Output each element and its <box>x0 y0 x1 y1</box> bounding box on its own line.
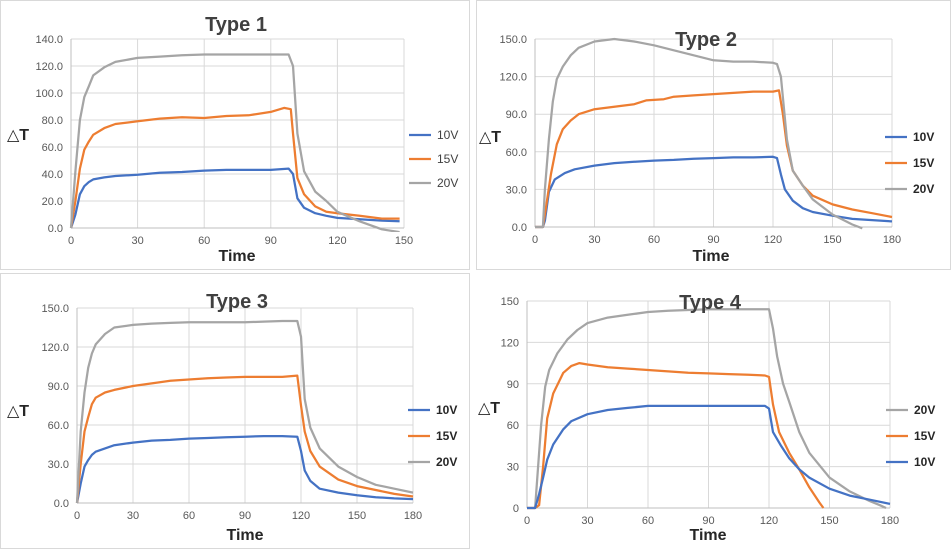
x-tick-label: 0 <box>532 234 538 246</box>
x-tick-label: 30 <box>581 515 593 527</box>
chart-svg: 0.0 30.0 60.0 90.0 120.0 150.0 0 30 60 90 120 150 18… <box>7 291 457 544</box>
y-tick-label: 20.0 <box>42 196 63 208</box>
x-tick-label: 0 <box>74 510 80 522</box>
series-line-20v <box>535 37 863 230</box>
x-tick-label: 90 <box>702 515 714 527</box>
y-tick-label: 140.0 <box>35 34 63 46</box>
x-tick-label: 180 <box>881 515 899 527</box>
series-line-15v <box>527 361 825 510</box>
legend-label-10v: 10V <box>914 455 935 469</box>
y-tick-label: 60.0 <box>506 147 527 159</box>
chart-panel-type-4: 0 30 60 90 120 150 0 30 60 90 120 150 180 Type 4 Time △… <box>476 273 951 549</box>
chart-svg: 0.0 20.0 40.0 60.0 80.0 100.0 120.0 140.0 0 30 60 9… <box>7 14 458 265</box>
chart-panel-type-1: 0.0 20.0 40.0 60.0 80.0 100.0 120.0 140.0 0 30 60 9… <box>0 0 470 270</box>
x-tick-label: 60 <box>648 234 660 246</box>
series-line-20v <box>527 308 887 510</box>
series-line-20v <box>69 53 400 232</box>
y-tick-label: 120.0 <box>41 342 69 354</box>
x-tick-label: 30 <box>127 510 139 522</box>
legend-label-20v: 20V <box>914 403 935 417</box>
series-line-10v <box>527 404 891 510</box>
legend-label-20v: 20V <box>913 182 934 196</box>
y-tick-label: 150 <box>501 296 519 308</box>
x-tick-label: 30 <box>131 235 143 247</box>
x-tick-label: 90 <box>265 235 277 247</box>
chart-title: Type 2 <box>675 29 737 51</box>
x-tick-label: 60 <box>642 515 654 527</box>
y-axis-title: △T <box>7 127 29 144</box>
series-line-10v <box>535 155 893 229</box>
y-axis-title: △T <box>7 403 29 420</box>
y-tick-label: 60.0 <box>42 142 63 154</box>
y-tick-label: 0 <box>513 503 519 515</box>
y-tick-label: 0.0 <box>54 498 69 510</box>
y-axis-title: △T <box>479 129 501 146</box>
y-tick-label: 0.0 <box>512 222 527 234</box>
y-tick-label: 120 <box>501 337 519 349</box>
legend-label-10v: 10V <box>436 403 457 417</box>
x-tick-label: 150 <box>348 510 366 522</box>
x-tick-label: 150 <box>823 234 841 246</box>
y-tick-label: 30.0 <box>48 459 69 471</box>
legend-label-15v: 15V <box>436 429 457 443</box>
chart-panel-type-2: 0.0 30.0 60.0 90.0 120.0 150.0 0 30 60 90 120 150 18… <box>476 0 951 270</box>
y-tick-label: 150.0 <box>41 303 69 315</box>
y-tick-label: 80.0 <box>42 115 63 127</box>
x-axis-title: Time <box>689 527 726 544</box>
y-tick-label: 0.0 <box>48 223 63 235</box>
x-tick-label: 0 <box>524 515 530 527</box>
y-tick-label: 90 <box>507 379 519 391</box>
y-tick-label: 120.0 <box>35 61 63 73</box>
y-tick-label: 60 <box>507 420 519 432</box>
legend-label-10v: 10V <box>913 130 934 144</box>
x-tick-label: 120 <box>328 235 346 247</box>
x-tick-label: 90 <box>707 234 719 246</box>
chart-svg: 0 30 60 90 120 150 0 30 60 90 120 150 180 Type 4 Time △… <box>478 292 935 544</box>
x-axis-title: Time <box>218 248 255 265</box>
chart-title: Type 4 <box>679 292 742 314</box>
x-axis-title: Time <box>692 248 729 265</box>
legend-label-15v: 15V <box>913 156 934 170</box>
series-line-10v <box>75 434 414 504</box>
y-tick-label: 100.0 <box>35 88 63 100</box>
y-tick-label: 90.0 <box>506 109 527 121</box>
x-axis-title: Time <box>226 527 263 544</box>
chart-title: Type 3 <box>206 291 268 313</box>
x-tick-label: 60 <box>183 510 195 522</box>
legend-label-15v: 15V <box>437 152 458 166</box>
series-line-20v <box>75 319 414 504</box>
x-tick-label: 180 <box>883 234 901 246</box>
chart-svg: 0.0 30.0 60.0 90.0 120.0 150.0 0 30 60 90 120 150 18… <box>479 29 934 265</box>
x-tick-label: 150 <box>395 235 413 247</box>
x-tick-label: 120 <box>760 515 778 527</box>
y-tick-label: 30.0 <box>506 184 527 196</box>
y-tick-label: 150.0 <box>499 34 527 46</box>
y-tick-label: 90.0 <box>48 381 69 393</box>
series-line-10v <box>69 167 400 229</box>
series-line-15v <box>75 374 414 504</box>
y-tick-label: 120.0 <box>499 72 527 84</box>
legend-label-20v: 20V <box>436 455 457 469</box>
x-tick-label: 60 <box>198 235 210 247</box>
x-tick-label: 0 <box>68 235 74 247</box>
chart-title: Type 1 <box>205 14 267 36</box>
legend-label-20v: 20V <box>437 176 458 190</box>
legend-label-10v: 10V <box>437 128 458 142</box>
x-tick-label: 30 <box>588 234 600 246</box>
x-tick-label: 150 <box>820 515 838 527</box>
x-tick-label: 120 <box>292 510 310 522</box>
series-line-15v <box>69 106 400 229</box>
legend-label-15v: 15V <box>914 429 935 443</box>
x-tick-label: 120 <box>764 234 782 246</box>
y-tick-label: 40.0 <box>42 169 63 181</box>
y-axis-title: △T <box>478 400 500 417</box>
chart-panel-type-3: 0.0 30.0 60.0 90.0 120.0 150.0 0 30 60 90 120 150 18… <box>0 273 470 549</box>
y-tick-label: 60.0 <box>48 420 69 432</box>
x-tick-label: 90 <box>239 510 251 522</box>
x-tick-label: 180 <box>404 510 422 522</box>
y-tick-label: 30 <box>507 462 519 474</box>
